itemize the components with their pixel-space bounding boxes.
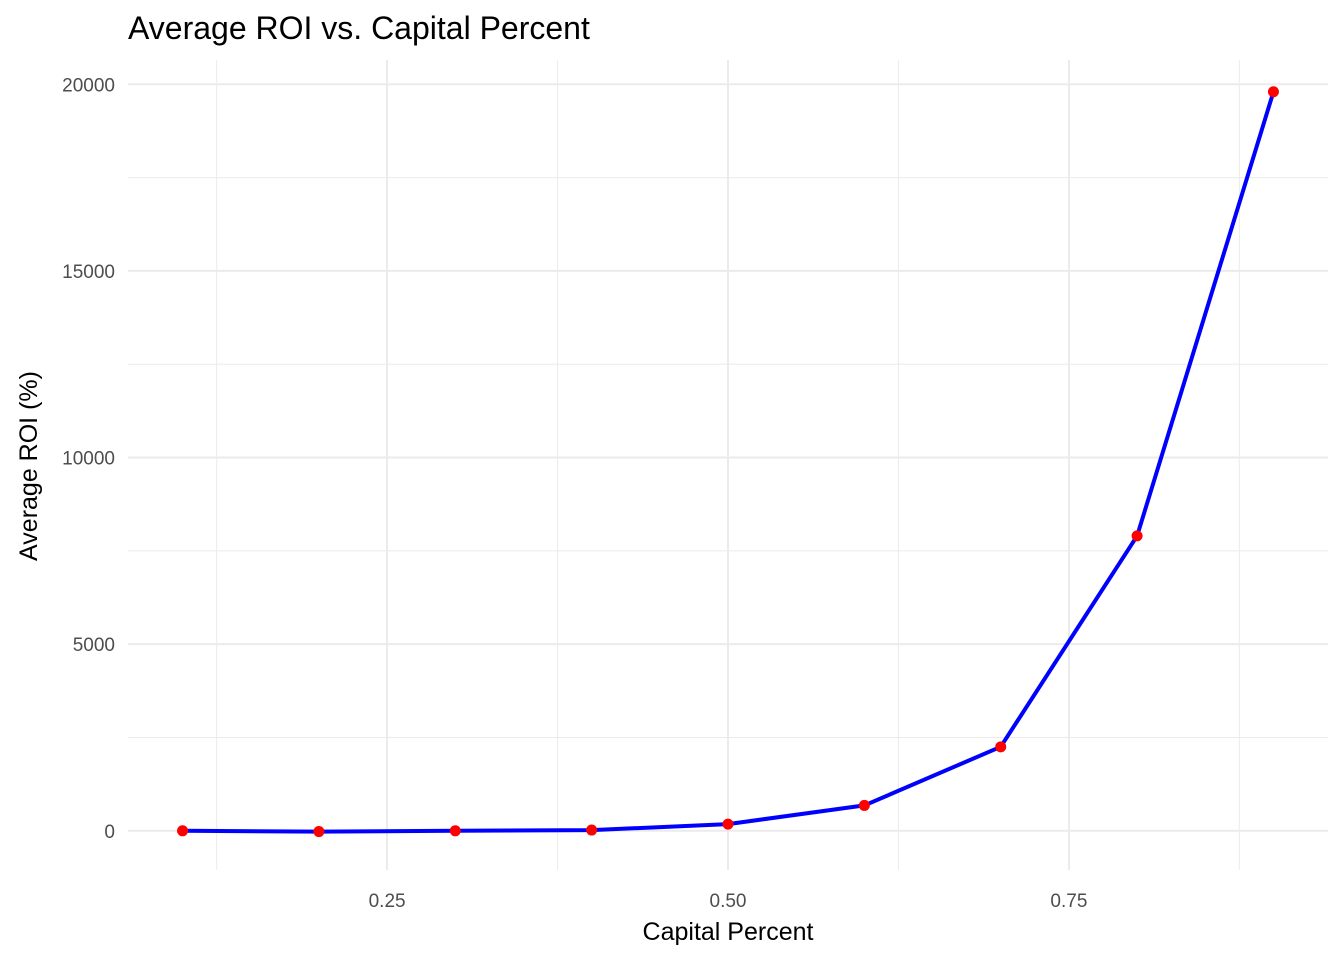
y-tick-label: 20000 bbox=[62, 75, 115, 96]
x-tick-label: 0.75 bbox=[1050, 891, 1087, 912]
x-axis-title: Capital Percent bbox=[643, 918, 814, 946]
chart-title: Average ROI vs. Capital Percent bbox=[128, 10, 590, 46]
y-axis-title: Average ROI (%) bbox=[15, 371, 43, 561]
data-point bbox=[586, 824, 598, 836]
data-point bbox=[1267, 86, 1279, 98]
data-point bbox=[995, 741, 1007, 753]
data-point bbox=[858, 799, 870, 811]
y-tick-label: 15000 bbox=[62, 262, 115, 283]
x-axis-tick-labels: 0.25 0.50 0.75 bbox=[369, 891, 1088, 912]
data-point bbox=[313, 826, 325, 838]
major-gridlines bbox=[128, 60, 1328, 870]
data-point bbox=[722, 818, 734, 830]
y-tick-label: 10000 bbox=[62, 449, 115, 470]
y-axis-tick-labels: 0 5000 10000 15000 20000 bbox=[62, 75, 115, 843]
y-tick-label: 5000 bbox=[73, 635, 115, 656]
x-tick-label: 0.50 bbox=[710, 891, 747, 912]
data-point bbox=[177, 825, 189, 837]
data-points bbox=[177, 86, 1279, 838]
data-point bbox=[1131, 530, 1143, 542]
y-tick-label: 0 bbox=[104, 822, 115, 843]
x-tick-label: 0.25 bbox=[369, 891, 406, 912]
data-point bbox=[449, 825, 461, 837]
